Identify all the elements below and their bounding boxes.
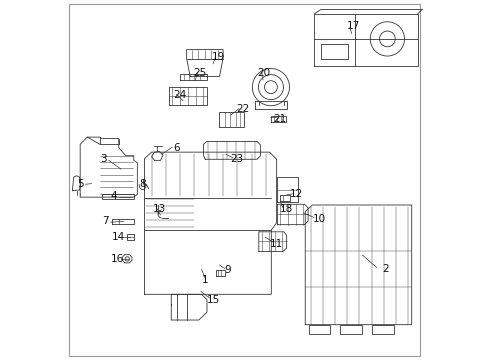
Bar	[321, 44, 347, 59]
Text: 17: 17	[346, 21, 359, 31]
Text: 14: 14	[112, 232, 125, 242]
Text: 18: 18	[280, 203, 293, 213]
Text: 25: 25	[193, 68, 206, 78]
Text: 11: 11	[269, 239, 283, 249]
Text: 5: 5	[78, 179, 84, 189]
Text: 9: 9	[224, 265, 230, 275]
Text: 20: 20	[257, 68, 270, 78]
Text: 10: 10	[312, 214, 325, 224]
Bar	[102, 194, 134, 199]
Text: 1: 1	[202, 275, 208, 285]
Text: 22: 22	[236, 104, 249, 114]
Text: 13: 13	[153, 204, 166, 214]
Text: 12: 12	[289, 189, 302, 199]
Bar	[308, 325, 329, 334]
Text: 19: 19	[212, 52, 225, 62]
Bar	[372, 325, 393, 334]
Text: 23: 23	[229, 154, 243, 163]
Text: 4: 4	[111, 191, 117, 201]
Bar	[127, 234, 134, 240]
Text: 24: 24	[172, 90, 186, 100]
Text: 3: 3	[100, 154, 106, 163]
Text: 7: 7	[102, 216, 109, 226]
Text: 6: 6	[173, 143, 180, 153]
Text: 8: 8	[139, 179, 146, 189]
Bar	[340, 325, 361, 334]
Text: 2: 2	[382, 264, 388, 274]
Text: 21: 21	[272, 113, 285, 123]
Text: 15: 15	[206, 295, 219, 305]
Text: 16: 16	[111, 254, 124, 264]
